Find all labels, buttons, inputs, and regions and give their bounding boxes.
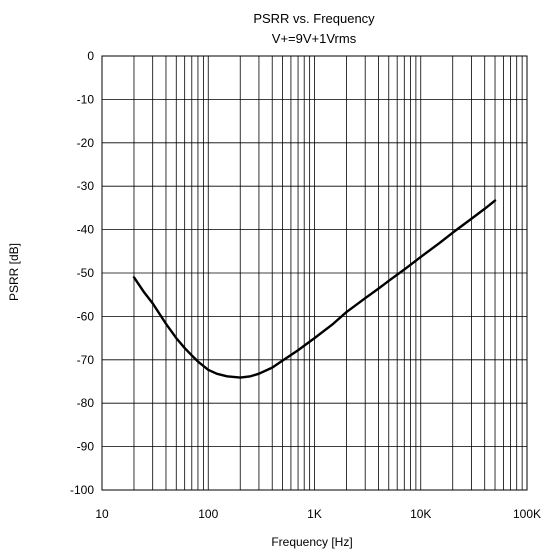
psrr-series-line: [132, 199, 497, 379]
x-axis-label: Frequency [Hz]: [271, 535, 352, 549]
y-tick-label: -80: [77, 396, 95, 410]
y-tick-label: -60: [77, 309, 95, 323]
y-tick-label: -30: [77, 179, 95, 193]
chart-title: PSRR vs. Frequency: [253, 11, 375, 26]
series-group: [132, 199, 497, 379]
x-tick-label: 10K: [410, 507, 431, 521]
y-tick-label: -10: [77, 92, 95, 106]
y-tick-label: -20: [77, 136, 95, 150]
grid-lines: [102, 56, 527, 490]
y-tick-label: -100: [70, 483, 94, 497]
x-tick-label: 10: [95, 507, 109, 521]
y-tick-labels: 0 -10 -20 -30 -40 -50 -60 -70 -80 -90 -100: [70, 49, 94, 497]
y-axis-label: PSRR [dB]: [7, 243, 21, 301]
y-tick-label: -40: [77, 223, 95, 237]
y-tick-label: -50: [77, 266, 95, 280]
chart-subtitle: V+=9V+1Vrms: [272, 31, 357, 46]
y-tick-label: -90: [77, 440, 95, 454]
x-tick-labels: 10 100 1K 10K 100K: [95, 507, 541, 521]
x-tick-label: 100: [198, 507, 218, 521]
y-tick-label: 0: [87, 49, 94, 63]
x-tick-label: 100K: [513, 507, 541, 521]
x-tick-label: 1K: [307, 507, 322, 521]
plot-area-frame: [101, 55, 528, 491]
y-tick-label: -70: [77, 353, 95, 367]
